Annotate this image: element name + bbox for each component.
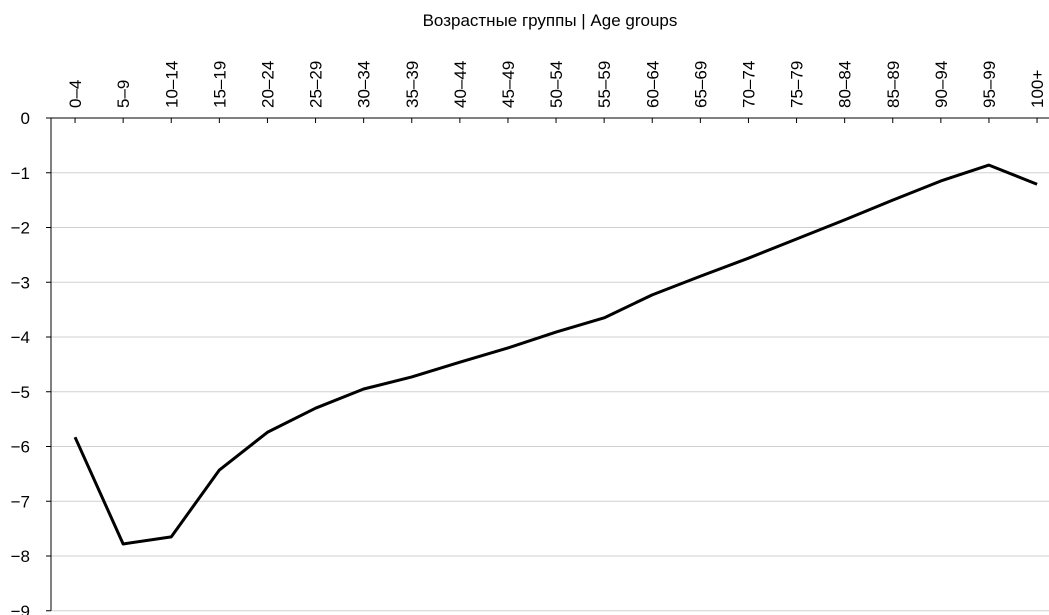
x-tick-label: 15–19 bbox=[210, 61, 229, 108]
x-tick-label: 20–24 bbox=[258, 61, 277, 108]
line bbox=[73, 163, 1038, 546]
x-tick-label: 75–79 bbox=[788, 61, 807, 108]
x-tick-label: 25–29 bbox=[307, 61, 326, 108]
x-tick-label: 0–4 bbox=[66, 80, 85, 108]
x-tick-label: 10–14 bbox=[162, 61, 181, 108]
x-tick-label: 90–94 bbox=[932, 61, 951, 108]
x-tick-label: 60–64 bbox=[643, 61, 662, 108]
y-tick-label: −3 bbox=[11, 273, 30, 292]
y-tick-label: −9 bbox=[11, 602, 30, 615]
x-tick-label: 100+ bbox=[1028, 70, 1047, 108]
x-tick-label: 5–9 bbox=[114, 80, 133, 108]
y-tick-label: −7 bbox=[11, 492, 30, 511]
x-tick-label: 80–84 bbox=[836, 61, 855, 108]
x-tick-label: 85–89 bbox=[884, 61, 903, 108]
y-tick-label: −5 bbox=[11, 383, 30, 402]
y-tick-label: −2 bbox=[11, 219, 30, 238]
x-tick-label: 70–74 bbox=[739, 61, 758, 108]
y-tick-label: −4 bbox=[11, 328, 30, 347]
y-tick-label: 0 bbox=[21, 109, 30, 128]
x-tick-label: 50–54 bbox=[547, 61, 566, 108]
chart-title: Возрастные группы | Age groups bbox=[423, 11, 678, 30]
y-tick-label: −6 bbox=[11, 438, 30, 457]
x-tick-label: 35–39 bbox=[403, 61, 422, 108]
y-tick-label: −1 bbox=[11, 164, 30, 183]
y-tick-label: −8 bbox=[11, 547, 30, 566]
x-tick-label: 40–44 bbox=[451, 61, 470, 108]
x-tick-label: 45–49 bbox=[499, 61, 518, 108]
x-tick-label: 65–69 bbox=[691, 61, 710, 108]
x-tick-label: 30–34 bbox=[355, 61, 374, 108]
x-tick-label: 95–99 bbox=[980, 61, 999, 108]
x-tick-label: 55–59 bbox=[595, 61, 614, 108]
